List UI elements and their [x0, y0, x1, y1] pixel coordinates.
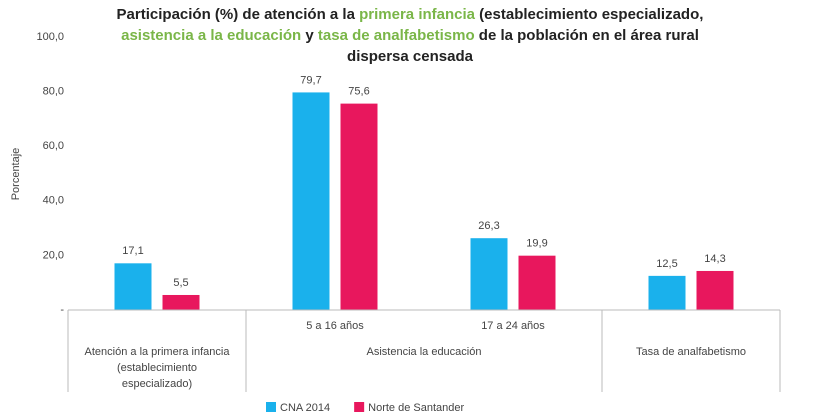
value-label: 75,6: [348, 86, 369, 98]
value-label: 17,1: [122, 245, 143, 257]
group-label: Atención a la primera infancia: [85, 346, 231, 358]
y-tick-label: 40,0: [43, 195, 64, 207]
title-line: Participación (%) de atención a la prime…: [0, 4, 820, 25]
bar: [292, 92, 330, 310]
title-run: asistencia a la educación: [121, 27, 302, 44]
x-tick-label: 17 a 24 años: [481, 320, 545, 332]
title-run: Participación (%) de atención a la: [116, 6, 360, 23]
value-label: 12,5: [656, 258, 677, 270]
bar: [162, 294, 200, 310]
y-tick-label: -: [60, 304, 64, 316]
title-run: de la población en el área rural: [474, 27, 699, 44]
group-label: (establecimiento: [117, 362, 197, 374]
y-tick-label: 20,0: [43, 249, 64, 261]
legend-label: Norte de Santander: [368, 402, 464, 414]
bar: [470, 238, 508, 310]
chart-title: Participación (%) de atención a la prime…: [0, 4, 820, 67]
bar: [648, 275, 686, 310]
value-label: 5,5: [173, 277, 188, 289]
y-axis-label: Porcentaje: [10, 148, 22, 201]
bar: [696, 270, 734, 310]
group-label: especializado): [122, 378, 192, 390]
legend-label: CNA 2014: [280, 402, 330, 414]
title-line: asistencia a la educación y tasa de anal…: [0, 25, 820, 46]
legend-swatch: [266, 402, 276, 412]
value-label: 79,7: [300, 74, 321, 86]
y-tick-label: 60,0: [43, 140, 64, 152]
y-tick-label: 80,0: [43, 86, 64, 98]
title-run: (establecimiento especializado,: [475, 6, 704, 23]
value-label: 26,3: [478, 220, 499, 232]
group-label: Tasa de analfabetismo: [636, 346, 746, 358]
title-run: dispersa censada: [347, 48, 473, 65]
title-line: dispersa censada: [0, 46, 820, 67]
bar: [518, 255, 556, 310]
x-tick-label: 5 a 16 años: [306, 320, 364, 332]
value-label: 19,9: [526, 238, 547, 250]
legend-swatch: [354, 402, 365, 412]
title-run: y: [301, 27, 318, 44]
value-label: 14,3: [704, 253, 725, 265]
group-label: Asistencia la educación: [367, 346, 482, 358]
title-run: primera infancia: [359, 6, 476, 23]
bar: [340, 103, 378, 310]
y-tick-label: 100,0: [36, 31, 64, 43]
title-run: tasa de analfabetismo: [317, 27, 475, 44]
bar: [114, 263, 152, 310]
